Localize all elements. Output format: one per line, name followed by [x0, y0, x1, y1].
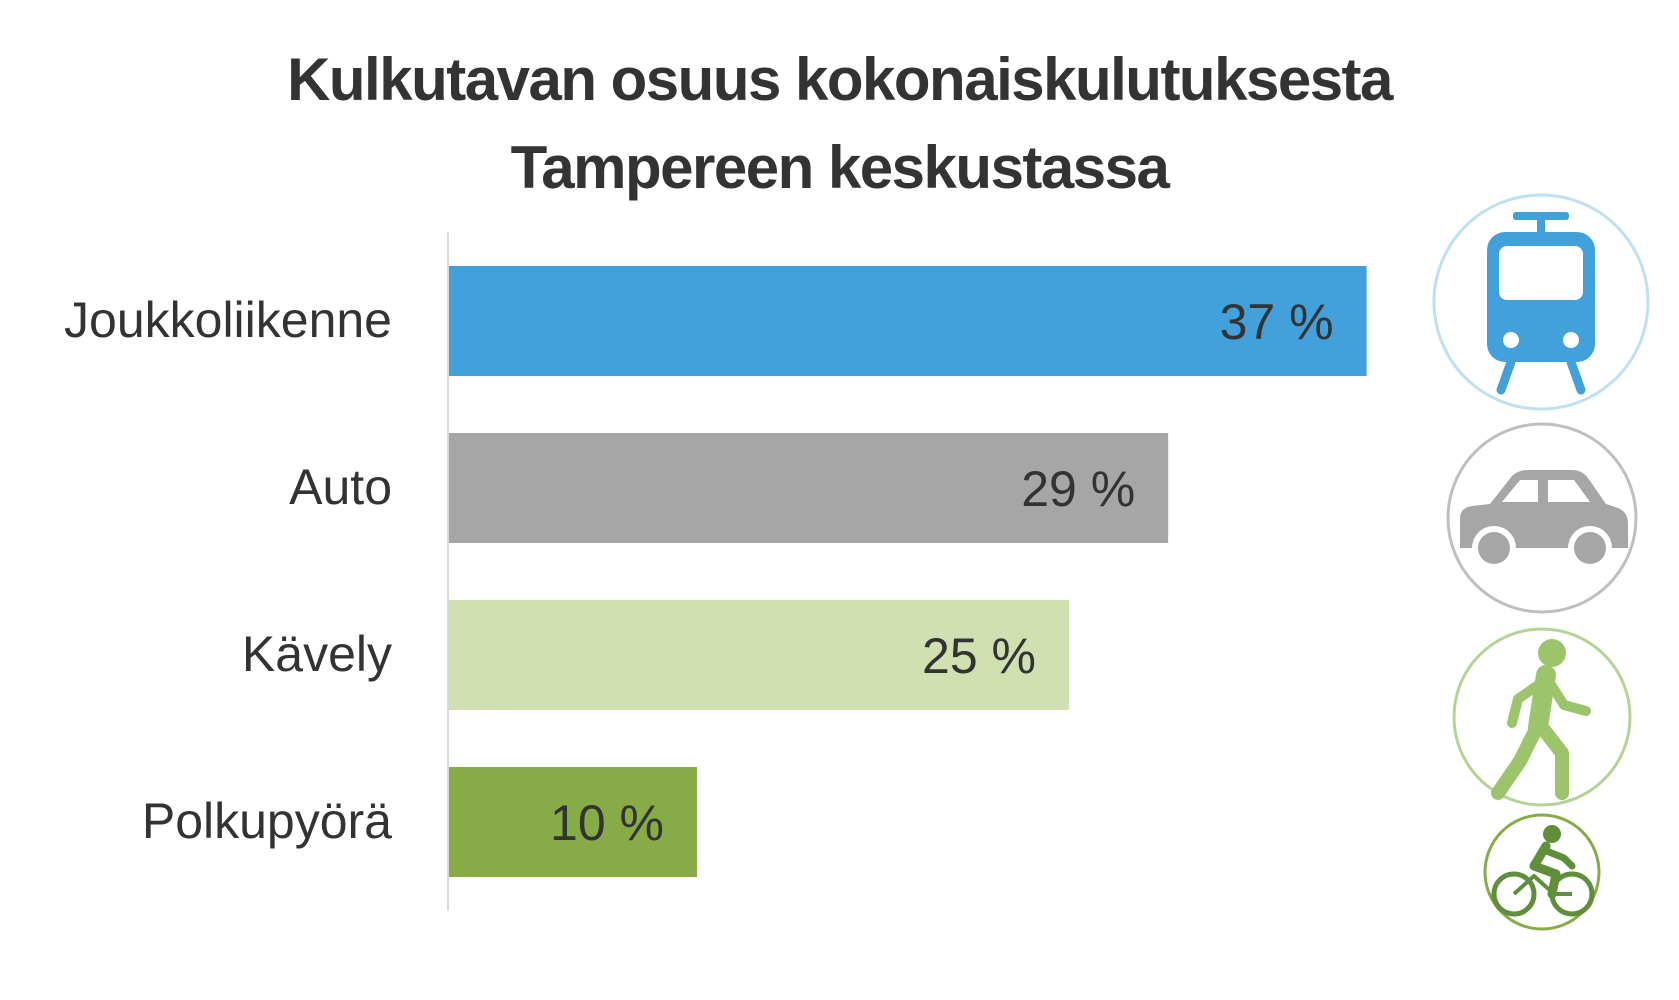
tram-icon — [1432, 193, 1650, 411]
category-label: Joukkoliikenne — [64, 292, 392, 348]
car-icon — [1446, 422, 1638, 614]
data-label: 29 % — [1021, 461, 1135, 517]
data-label: 25 % — [922, 628, 1036, 684]
chart-title: Kulkutavan osuus kokonaiskulutuksesta Ta… — [0, 36, 1679, 212]
category-label: Auto — [289, 459, 392, 515]
bar-4 — [449, 767, 697, 877]
bar-3 — [449, 600, 1069, 710]
category-label: Polkupyörä — [142, 793, 392, 849]
pedestrian-icon — [1452, 627, 1632, 807]
bar-1 — [449, 266, 1367, 376]
bar-2 — [449, 433, 1169, 543]
data-label: 37 % — [1220, 294, 1334, 350]
chart-title-line-2: Tampereen keskustassa — [510, 134, 1170, 201]
category-label: Kävely — [242, 626, 392, 682]
bicycle-icon — [1483, 813, 1601, 931]
data-label: 10 % — [550, 795, 664, 851]
chart-title-line-1: Kulkutavan osuus kokonaiskulutuksesta — [287, 46, 1393, 113]
